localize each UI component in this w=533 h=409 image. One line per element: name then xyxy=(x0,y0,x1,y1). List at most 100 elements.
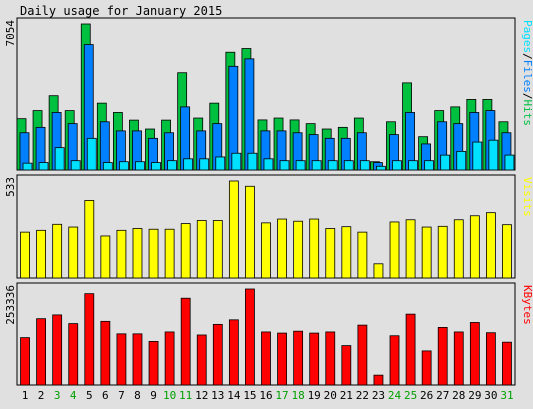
bar-kbytes-29 xyxy=(469,322,480,386)
bar-visits-31 xyxy=(502,224,512,279)
bar-visits-30 xyxy=(485,212,496,279)
bar-visits-26 xyxy=(421,226,432,279)
bar-kbytes-31 xyxy=(502,341,512,386)
bar-pages-11 xyxy=(183,158,194,171)
day-label-20: 20 xyxy=(324,389,337,402)
legend-kbytes: KBytes xyxy=(521,285,533,325)
day-label-23: 23 xyxy=(372,389,385,402)
bar-visits-23 xyxy=(373,263,384,279)
bar-kbytes-8 xyxy=(132,333,143,386)
day-label-21: 21 xyxy=(340,389,353,402)
bar-pages-25 xyxy=(408,160,418,171)
bar-kbytes-10 xyxy=(164,331,175,386)
bar-kbytes-3 xyxy=(52,314,63,386)
bar-visits-28 xyxy=(453,219,464,279)
bar-pages-16 xyxy=(263,158,274,171)
bar-pages-28 xyxy=(456,150,467,171)
bar-kbytes-1 xyxy=(20,337,30,386)
bar-kbytes-21 xyxy=(341,345,352,386)
bar-visits-13 xyxy=(212,220,223,279)
bar-kbytes-15 xyxy=(245,288,255,386)
bar-kbytes-7 xyxy=(116,333,127,386)
bar-pages-8 xyxy=(135,161,145,171)
day-label-1: 1 xyxy=(22,389,29,402)
legend-entry-1: / xyxy=(521,53,533,60)
day-label-31: 31 xyxy=(500,389,513,402)
bar-pages-5 xyxy=(86,137,97,171)
legend-hits-files-pages: Pages/Files/Hits xyxy=(521,20,533,126)
day-label-7: 7 xyxy=(118,389,125,402)
bar-visits-1 xyxy=(20,231,30,279)
day-label-11: 11 xyxy=(179,389,192,402)
day-label-18: 18 xyxy=(292,389,305,402)
day-label-26: 26 xyxy=(420,389,433,402)
day-label-25: 25 xyxy=(404,389,417,402)
day-label-27: 27 xyxy=(436,389,449,402)
bar-pages-26 xyxy=(424,160,435,171)
legend-entry-3: / xyxy=(521,93,533,100)
bar-pages-27 xyxy=(440,154,451,171)
bar-visits-10 xyxy=(164,228,175,279)
bar-kbytes-22 xyxy=(357,324,368,386)
bar-pages-6 xyxy=(102,162,113,171)
bar-visits-4 xyxy=(68,226,79,279)
max-label-visits: 533 xyxy=(4,177,17,197)
day-label-15: 15 xyxy=(243,389,256,402)
day-label-19: 19 xyxy=(308,389,321,402)
day-label-14: 14 xyxy=(227,389,241,402)
bar-pages-19 xyxy=(311,160,322,171)
bar-visits-21 xyxy=(341,226,352,279)
bar-kbytes-28 xyxy=(453,331,464,386)
bar-kbytes-9 xyxy=(148,341,159,386)
bar-visits-15 xyxy=(245,185,255,279)
day-label-28: 28 xyxy=(452,389,465,402)
bar-kbytes-6 xyxy=(100,320,111,386)
bar-kbytes-25 xyxy=(405,313,416,386)
bar-visits-12 xyxy=(196,220,207,279)
day-label-4: 4 xyxy=(70,389,77,402)
bar-visits-6 xyxy=(100,235,111,279)
bar-pages-12 xyxy=(199,158,210,171)
bar-visits-7 xyxy=(116,229,127,279)
chart-title: Daily usage for January 2015 xyxy=(20,4,222,18)
bar-pages-9 xyxy=(151,162,161,171)
bar-visits-18 xyxy=(293,220,304,279)
bar-pages-10 xyxy=(167,160,177,171)
bar-pages-4 xyxy=(70,160,81,171)
day-label-16: 16 xyxy=(259,389,272,402)
bar-kbytes-26 xyxy=(421,350,432,386)
bar-kbytes-17 xyxy=(277,332,287,386)
bar-visits-8 xyxy=(132,228,143,279)
bar-visits-11 xyxy=(180,223,191,279)
bar-kbytes-23 xyxy=(373,374,384,386)
day-label-22: 22 xyxy=(356,389,369,402)
bar-kbytes-19 xyxy=(309,332,320,386)
day-label-8: 8 xyxy=(134,389,141,402)
bar-visits-27 xyxy=(437,225,448,279)
day-label-24: 24 xyxy=(388,389,402,402)
legend-visits: Visits xyxy=(521,177,533,217)
bar-pages-24 xyxy=(392,160,402,171)
legend-entry-0: KBytes xyxy=(521,285,533,325)
bar-pages-2 xyxy=(38,162,49,171)
day-label-29: 29 xyxy=(468,389,481,402)
bar-pages-1 xyxy=(22,162,33,171)
legend-entry-0: Pages xyxy=(521,20,533,53)
bar-visits-24 xyxy=(389,221,400,279)
bar-kbytes-16 xyxy=(261,331,271,386)
day-label-10: 10 xyxy=(163,389,176,402)
bar-visits-9 xyxy=(148,228,159,279)
bar-kbytes-12 xyxy=(196,334,207,386)
legend-entry-0: Visits xyxy=(521,177,533,217)
bar-visits-25 xyxy=(405,219,416,279)
bar-kbytes-20 xyxy=(325,331,336,386)
bar-visits-3 xyxy=(52,223,63,279)
bar-kbytes-11 xyxy=(180,297,191,386)
bar-kbytes-18 xyxy=(293,330,304,386)
day-label-30: 30 xyxy=(484,389,497,402)
bar-visits-20 xyxy=(325,228,336,279)
max-label-hits-files-pages: 7054 xyxy=(4,20,17,47)
bar-pages-31 xyxy=(504,154,515,171)
bar-visits-2 xyxy=(36,229,46,279)
